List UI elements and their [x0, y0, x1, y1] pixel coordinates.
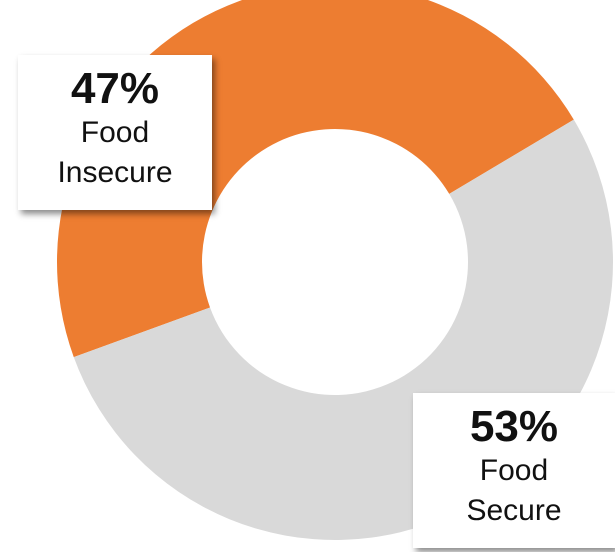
label-food-insecure-line1: Food — [80, 116, 150, 149]
label-food-secure-percent: 53% — [469, 402, 559, 451]
label-food-secure-line1: Food — [479, 454, 549, 487]
label-food-insecure-percent: 47% — [70, 64, 160, 113]
label-food-secure: 53% Food Secure — [413, 393, 615, 548]
label-food-insecure: 47% Food Insecure — [18, 55, 212, 210]
label-food-insecure-line2: Insecure — [57, 156, 173, 189]
label-food-secure-line2: Secure — [466, 494, 562, 527]
